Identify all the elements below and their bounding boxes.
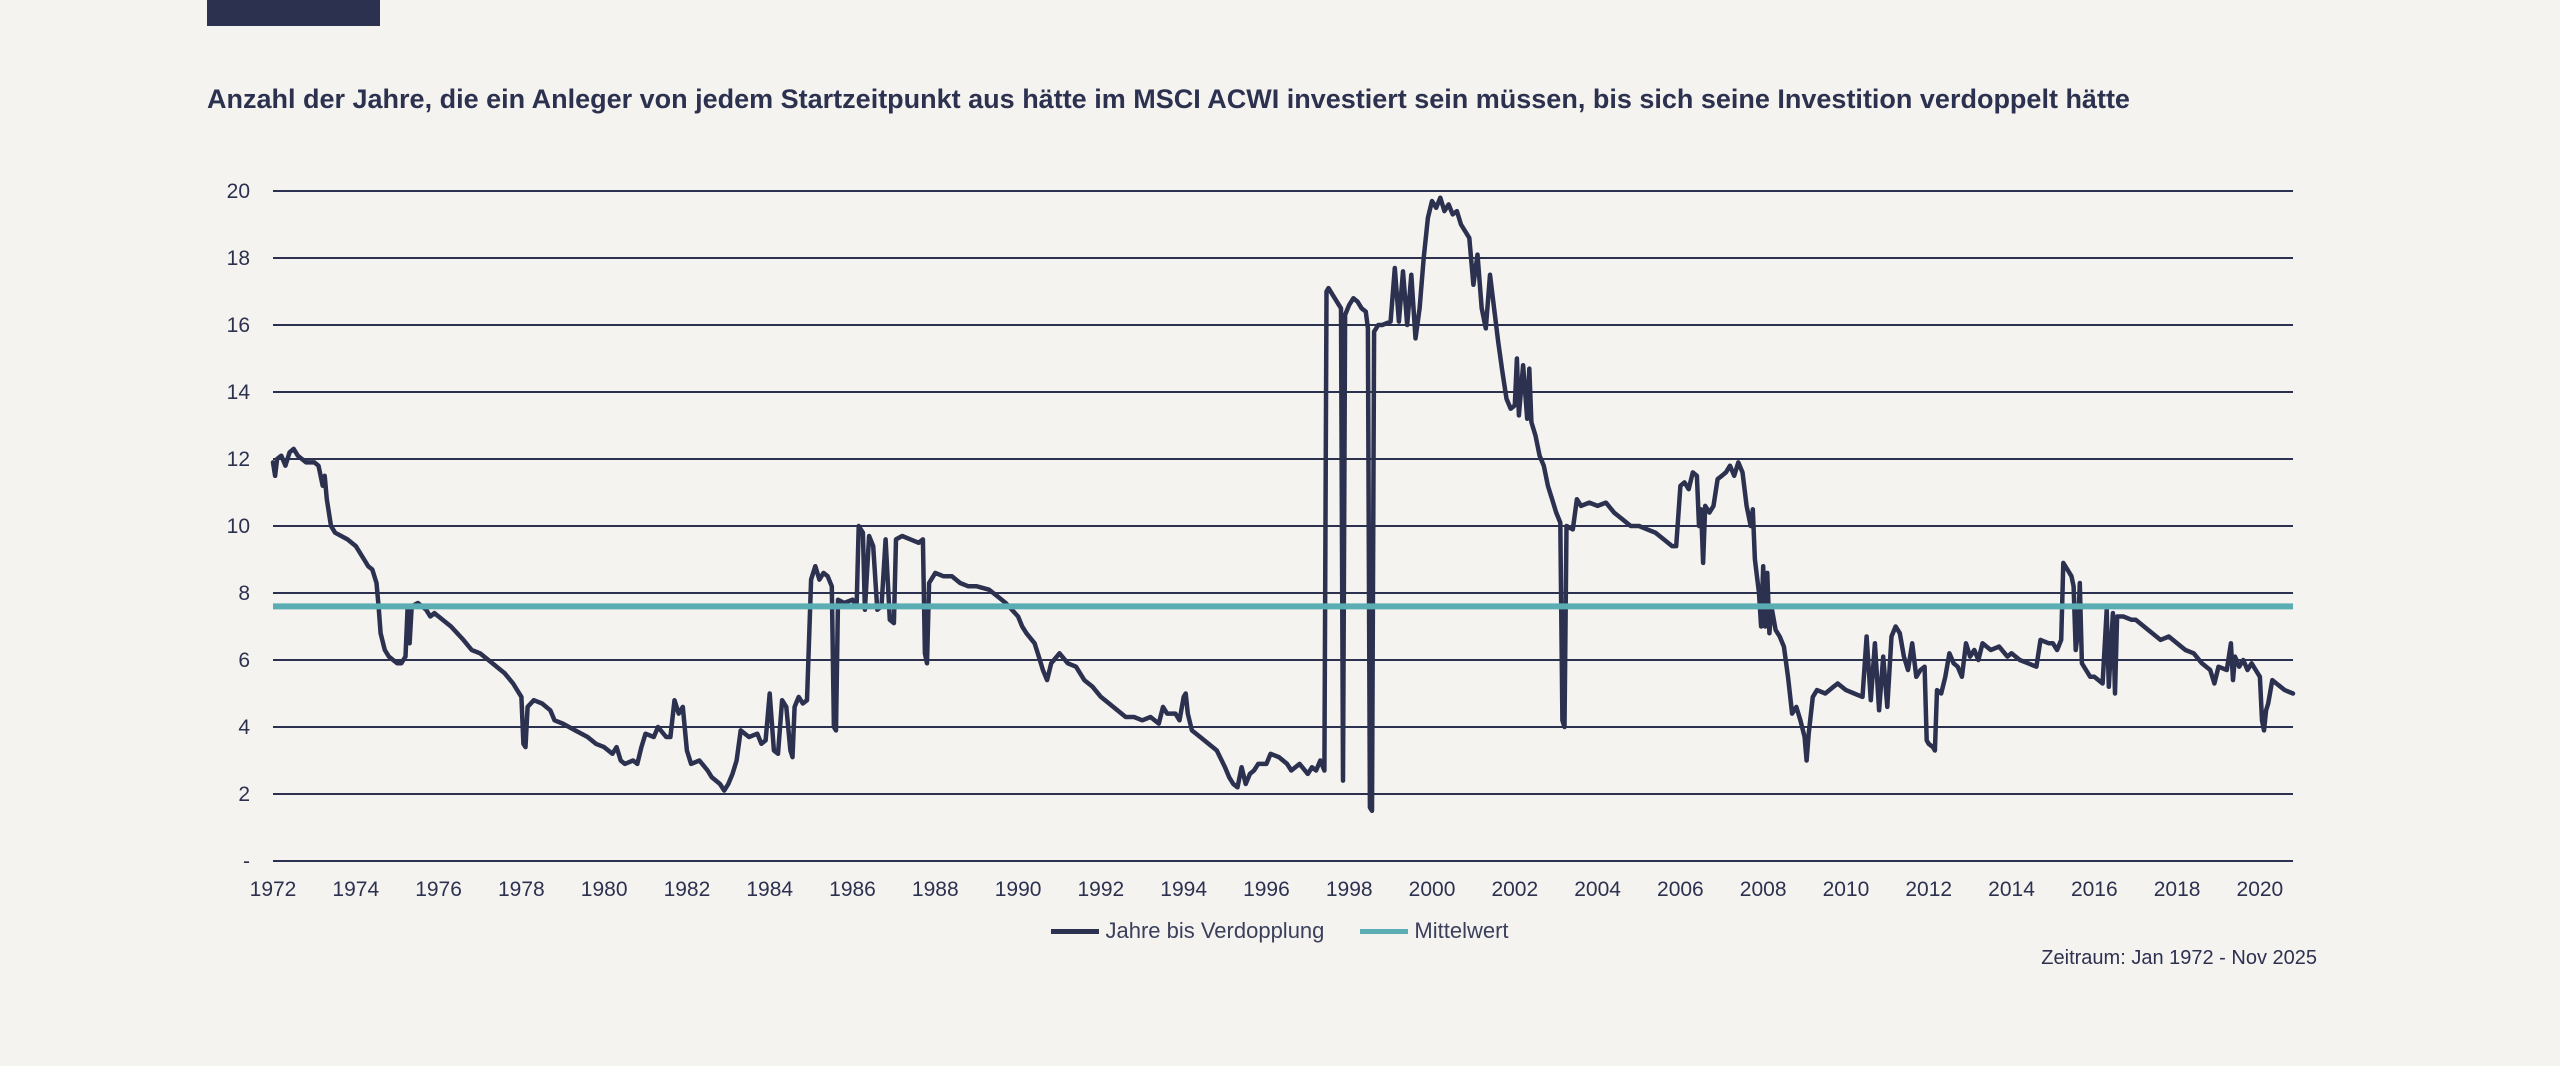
x-tick-label-1980: 1980 xyxy=(581,878,628,901)
x-tick-label-2006: 2006 xyxy=(1657,878,1704,901)
x-tick-label-1994: 1994 xyxy=(1160,878,1207,901)
x-tick-label-2008: 2008 xyxy=(1740,878,1787,901)
y-tick-label-16: 16 xyxy=(227,314,250,337)
x-tick-label-1996: 1996 xyxy=(1243,878,1290,901)
x-tick-label-2002: 2002 xyxy=(1491,878,1538,901)
chart-title: Anzahl der Jahre, die ein Anleger von je… xyxy=(207,84,2130,114)
x-tick-label-1974: 1974 xyxy=(332,878,379,901)
x-tick-label-1976: 1976 xyxy=(415,878,462,901)
y-tick-label-14: 14 xyxy=(227,381,251,404)
x-tick-label-2012: 2012 xyxy=(1905,878,1952,901)
x-tick-label-1978: 1978 xyxy=(498,878,545,901)
chart-legend: Jahre bis Verdopplung Mittelwert xyxy=(0,918,2560,944)
x-tick-label-1986: 1986 xyxy=(829,878,876,901)
x-tick-label-1972: 1972 xyxy=(250,878,297,901)
x-tick-label-1992: 1992 xyxy=(1078,878,1125,901)
legend-swatch-series xyxy=(1051,928,1100,934)
y-tick-label-12: 12 xyxy=(227,448,250,471)
header-accent-bar xyxy=(207,0,380,26)
y-tick-label-4: 4 xyxy=(238,716,250,739)
y-tick-label-2: 2 xyxy=(238,783,250,806)
series-line-jahre-bis-verdopplung xyxy=(270,195,2296,814)
period-footnote: Zeitraum: Jan 1972 - Nov 2025 xyxy=(2041,947,2317,969)
x-tick-label-2016: 2016 xyxy=(2071,878,2118,901)
x-tick-label-2020: 2020 xyxy=(2237,878,2284,901)
y-tick-label-8: 8 xyxy=(238,582,250,605)
legend-item-mean: Mittelwert xyxy=(1360,918,1509,944)
x-tick-label-1984: 1984 xyxy=(746,878,793,901)
legend-swatch-mean xyxy=(1360,928,1409,934)
x-tick-label-2018: 2018 xyxy=(2154,878,2201,901)
legend-item-series: Jahre bis Verdopplung xyxy=(1051,918,1324,944)
x-tick-label-2014: 2014 xyxy=(1988,878,2035,901)
x-tick-label-1988: 1988 xyxy=(912,878,959,901)
y-tick-label-18: 18 xyxy=(227,247,250,270)
legend-label-mean: Mittelwert xyxy=(1414,918,1509,943)
y-tick-label-10: 10 xyxy=(227,515,250,538)
x-tick-label-2004: 2004 xyxy=(1574,878,1621,901)
x-tick-label-1990: 1990 xyxy=(995,878,1042,901)
x-tick-label-2000: 2000 xyxy=(1409,878,1456,901)
y-tick-label-6: 6 xyxy=(238,649,250,672)
legend-label-series: Jahre bis Verdopplung xyxy=(1105,918,1325,943)
x-tick-label-2010: 2010 xyxy=(1823,878,1870,901)
y-tick-label--: - xyxy=(243,850,250,873)
x-tick-label-1998: 1998 xyxy=(1326,878,1373,901)
x-tick-label-1982: 1982 xyxy=(664,878,711,901)
y-tick-label-20: 20 xyxy=(227,180,250,203)
